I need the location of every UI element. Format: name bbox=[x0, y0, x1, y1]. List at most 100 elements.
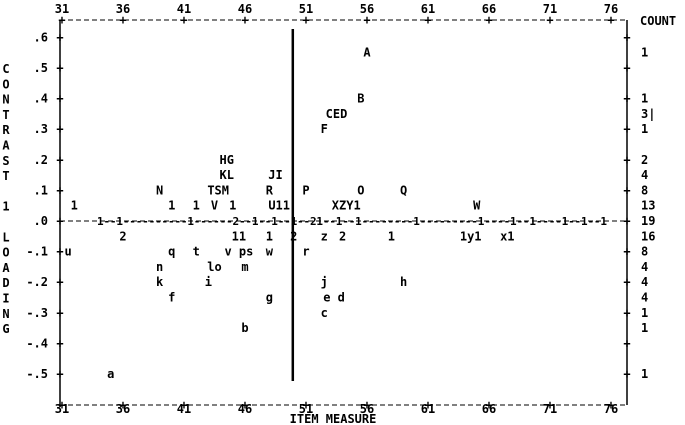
data-mark: 2 bbox=[119, 229, 126, 243]
y-axis-label-letter: A bbox=[2, 261, 10, 275]
x-tick-label-bottom: 31 bbox=[55, 402, 69, 416]
data-mark: 1 bbox=[168, 199, 175, 213]
x-tick-mark-top: + bbox=[424, 13, 431, 27]
data-mark: R bbox=[266, 183, 274, 197]
data-mark: i bbox=[205, 275, 212, 289]
y-axis-label-letter: T bbox=[2, 169, 9, 183]
count-value: 4 bbox=[641, 260, 648, 274]
data-mark: x1 bbox=[500, 229, 514, 243]
x-tick-label-top: 36 bbox=[116, 2, 130, 16]
data-mark: 2 bbox=[290, 229, 297, 243]
data-mark: Q bbox=[400, 183, 407, 197]
data-mark: n bbox=[156, 260, 163, 274]
y-axis-label-letter: L bbox=[2, 230, 9, 244]
y-tick-mark-left: + bbox=[56, 306, 63, 320]
count-value: 3| bbox=[641, 107, 655, 121]
y-tick-mark-right: + bbox=[623, 367, 630, 381]
y-axis-label-letter: C bbox=[2, 62, 9, 76]
data-mark: HG bbox=[219, 153, 233, 167]
data-mark: e d bbox=[323, 291, 345, 305]
data-mark: O bbox=[357, 183, 364, 197]
zero-axis: 1--1----------1------2--1--1--1--21--1--… bbox=[60, 29, 627, 381]
y-tick-mark-left: + bbox=[56, 122, 63, 136]
data-mark: f bbox=[168, 291, 175, 305]
x-tick-label-bottom: 61 bbox=[421, 402, 435, 416]
data-mark: 1 bbox=[193, 199, 200, 213]
x-tick-mark-bottom: + bbox=[485, 398, 492, 412]
y-tick-label: -.4 bbox=[26, 336, 48, 350]
y-axis-label-letter: T bbox=[2, 108, 9, 122]
data-mark: P bbox=[302, 183, 309, 197]
data-mark: v ps bbox=[224, 245, 253, 259]
x-tick-label-bottom: 51 bbox=[299, 402, 313, 416]
data-mark: u bbox=[64, 245, 71, 259]
data-mark: q bbox=[168, 245, 175, 259]
data-mark: A bbox=[363, 46, 371, 60]
count-value: 2 bbox=[641, 153, 648, 167]
y-tick-label: -.2 bbox=[26, 275, 48, 289]
y-tick-mark-right: + bbox=[623, 122, 630, 136]
y-tick-mark-right: + bbox=[623, 306, 630, 320]
y-tick-mark-left: + bbox=[56, 61, 63, 75]
data-mark: TSM bbox=[207, 183, 229, 197]
y-tick-mark-right: + bbox=[623, 183, 630, 197]
count-value: 4 bbox=[641, 168, 648, 182]
data-mark: B bbox=[357, 92, 364, 106]
x-tick-mark-top: + bbox=[241, 13, 248, 27]
x-tick-label-top: 41 bbox=[177, 2, 191, 16]
y-tick-label: .1 bbox=[34, 183, 48, 197]
y-axis-label-letter: G bbox=[2, 322, 9, 336]
x-tick-mark-top: + bbox=[180, 13, 187, 27]
y-tick-label: .3 bbox=[34, 122, 48, 136]
data-mark: KL bbox=[219, 168, 233, 182]
x-tick-label-bottom: 76 bbox=[604, 402, 618, 416]
data-mark: 1 bbox=[229, 199, 236, 213]
data-mark: CED bbox=[326, 107, 348, 121]
x-tick-mark-bottom: + bbox=[546, 398, 553, 412]
count-value: 1 bbox=[641, 321, 648, 335]
y-tick-label: .5 bbox=[34, 61, 48, 75]
x-tick-label-top: 71 bbox=[543, 2, 557, 16]
data-mark: g bbox=[266, 291, 273, 305]
data-mark: N bbox=[156, 183, 163, 197]
y-tick-mark-right: + bbox=[623, 336, 630, 350]
data-mark: V bbox=[211, 199, 218, 213]
x-tick-mark-top: + bbox=[119, 13, 126, 27]
x-tick-label-bottom: 36 bbox=[116, 402, 130, 416]
count-value: 1 bbox=[641, 306, 648, 320]
data-mark: 1y1 bbox=[460, 229, 482, 243]
y-tick-mark-left: + bbox=[56, 183, 63, 197]
y-tick-mark-left: + bbox=[56, 367, 63, 381]
x-tick-label-bottom: 41 bbox=[177, 402, 191, 416]
data-mark: W bbox=[473, 199, 481, 213]
x-tick-label-top: 56 bbox=[360, 2, 374, 16]
data-mark: 1 bbox=[71, 199, 78, 213]
x-tick-labels-bottom: +31 +36 +41 +46 +51 +56 +61 +66 +71 +76 bbox=[55, 398, 618, 416]
x-tick-label-bottom: 71 bbox=[543, 402, 557, 416]
x-tick-mark-bottom: + bbox=[302, 398, 309, 412]
data-mark: h bbox=[400, 275, 407, 289]
x-tick-label-top: 46 bbox=[238, 2, 252, 16]
data-mark: U11 bbox=[268, 199, 290, 213]
x-tick-mark-top: + bbox=[302, 13, 309, 27]
y-tick-mark-right: + bbox=[623, 214, 630, 228]
x-tick-mark-top: + bbox=[485, 13, 492, 27]
x-tick-mark-bottom: + bbox=[180, 398, 187, 412]
count-value: 8 bbox=[641, 245, 648, 259]
y-tick-label: -.1 bbox=[26, 245, 48, 259]
data-mark: b bbox=[241, 321, 248, 335]
y-axis-label-letter: S bbox=[2, 154, 9, 168]
x-axis-title: ITEM MEASURE bbox=[290, 412, 377, 425]
y-tick-label: -.5 bbox=[26, 367, 48, 381]
y-tick-mark-left: + bbox=[56, 245, 63, 259]
count-value: 4 bbox=[641, 291, 648, 305]
x-tick-labels-top: 31+36+41+46+51+56+61+66+71+76+ bbox=[55, 2, 618, 27]
y-axis-label-letter: R bbox=[2, 123, 10, 137]
data-mark: t bbox=[193, 245, 200, 259]
x-tick-label-top: 66 bbox=[482, 2, 496, 16]
x-tick-mark-bottom: + bbox=[363, 398, 370, 412]
data-mark: 2 bbox=[339, 229, 346, 243]
zero-axis-ticks: 1--1----------1------2--1--1--1--21--1--… bbox=[97, 215, 607, 228]
y-axis-label-letter: 1 bbox=[2, 200, 9, 214]
